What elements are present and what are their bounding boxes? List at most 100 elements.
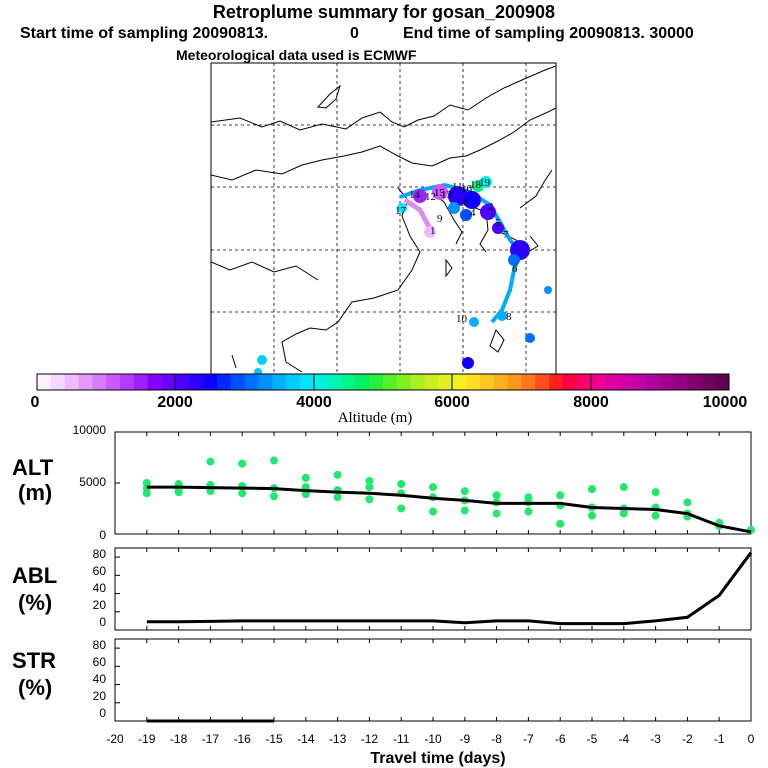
colorbar-segment (64, 374, 80, 390)
alt-scatter-point (619, 483, 628, 492)
x-tick-label: -2 (682, 732, 693, 746)
colorbar-segment (369, 374, 384, 390)
colorbar-segment (106, 374, 121, 390)
alt-scatter-point (588, 485, 596, 494)
colorbar-segment (341, 374, 356, 390)
alt-ytick-0: 0 (99, 528, 106, 542)
trajectory-day-label: 10 (456, 313, 468, 325)
x-tick-label: -4 (618, 732, 630, 746)
trajectory-day-label: 19 (479, 177, 491, 189)
x-tick-label: -9 (459, 732, 471, 746)
trajectory-day-label: 2 (488, 201, 494, 213)
alt-ytick-5000: 5000 (79, 475, 106, 489)
x-tick-label: 0 (747, 732, 755, 746)
start-time-value: 0 (350, 25, 359, 42)
trajectory-day-label: 6 (512, 263, 518, 275)
alt-scatter-point (619, 509, 628, 518)
alt-scatter-point (365, 476, 374, 485)
colorbar-tick-10000: 10000 (702, 394, 748, 411)
colorbar-segment (286, 374, 301, 390)
alt-scatter-point (270, 492, 278, 501)
alt-scatter-point (301, 473, 310, 482)
met-data-line: Meteorological data used is ECMWF (176, 47, 417, 63)
colorbar-segment (549, 374, 564, 390)
abl-label: ABL (12, 563, 58, 588)
alt-label: ALT (12, 455, 54, 480)
colorbar-segment (507, 374, 522, 390)
colorbar-segment (424, 374, 439, 390)
colorbar-segment (299, 374, 315, 390)
colorbar-segment (133, 374, 149, 390)
x-tick-label: -8 (491, 732, 502, 746)
colorbar-segment (120, 374, 135, 390)
trajectory-day-label: 12 (425, 191, 436, 203)
colorbar-segment (78, 374, 93, 390)
colorbar-segment (258, 374, 273, 390)
alt-scatter-point (333, 493, 342, 502)
trajectory-day-label: 3 (461, 197, 467, 209)
trajectory-day-label: 16 (461, 183, 473, 195)
alt-scatter-point (492, 491, 501, 500)
alt-scatter-point (142, 489, 151, 498)
str-panel-frame (114, 638, 752, 722)
abl-unit: (%) (18, 590, 53, 615)
colorbar-tick-2000: 2000 (157, 394, 193, 411)
colorbar-segment (673, 374, 688, 390)
colorbar-tick-0: 0 (30, 394, 40, 411)
abl-ytick-80: 80 (92, 547, 106, 561)
alt-scatter-point (365, 483, 374, 492)
colorbar-segment (452, 374, 467, 390)
trajectory-day-label: 4 (470, 207, 476, 219)
colorbar-segment (659, 374, 675, 390)
x-tick-label: -11 (392, 732, 410, 746)
x-tick-label: -17 (201, 732, 220, 746)
trajectory-day-label: 5 (495, 217, 501, 229)
alt-scatter-point (588, 511, 596, 520)
colorbar-segment (715, 374, 730, 390)
x-tick-label: -3 (650, 732, 661, 746)
x-tick-label: -10 (424, 732, 442, 746)
alt-scatter-point (206, 457, 215, 466)
colorbar-segment (632, 374, 647, 390)
trajectory-day-label: 18 (470, 179, 482, 191)
trajectory-day-label: 14 (409, 189, 421, 201)
x-tick-label: -19 (138, 732, 156, 746)
x-tick-label: -20 (106, 732, 124, 746)
alt-scatter-point (206, 487, 215, 496)
colorbar-segment (562, 374, 578, 390)
alt-scatter-point (429, 507, 437, 516)
alt-scatter-point (365, 495, 374, 504)
trajectory-day-label: 15 (434, 187, 446, 199)
colorbar-tick-6000: 6000 (434, 394, 470, 411)
alt-scatter-point (238, 489, 247, 498)
alt-scatter-point (492, 509, 501, 518)
x-axis-label: Travel time (days) (370, 750, 506, 767)
abl-ytick-20: 20 (92, 598, 106, 612)
coastlines (211, 65, 556, 373)
colorbar-segment (216, 374, 232, 390)
colorbar-segment (479, 374, 495, 390)
alt-scatter-point (429, 483, 437, 492)
colorbar-segment (313, 374, 329, 390)
alt-scatter-point (683, 498, 692, 507)
alt-scatter-point (460, 506, 469, 515)
trajectory-dots (254, 176, 552, 375)
alt-scatter-point (270, 456, 278, 465)
colorbar-label: Altitude (m) (337, 410, 413, 426)
abl-ytick-60: 60 (92, 564, 106, 578)
colorbar-segment (272, 374, 287, 390)
trajectory-day-label: 17 (395, 205, 407, 217)
x-tick-label: -18 (169, 732, 188, 746)
str-ytick-40: 40 (92, 672, 106, 686)
colorbar-segment (203, 374, 218, 390)
colorbar-segment (355, 374, 370, 390)
colorbar-segment (147, 374, 163, 390)
colorbar-segment (576, 374, 592, 390)
str-ytick-0: 0 (99, 706, 106, 720)
colorbar-segment (645, 374, 661, 390)
abl-panel-frame (114, 547, 752, 631)
colorbar-segment (438, 374, 453, 390)
